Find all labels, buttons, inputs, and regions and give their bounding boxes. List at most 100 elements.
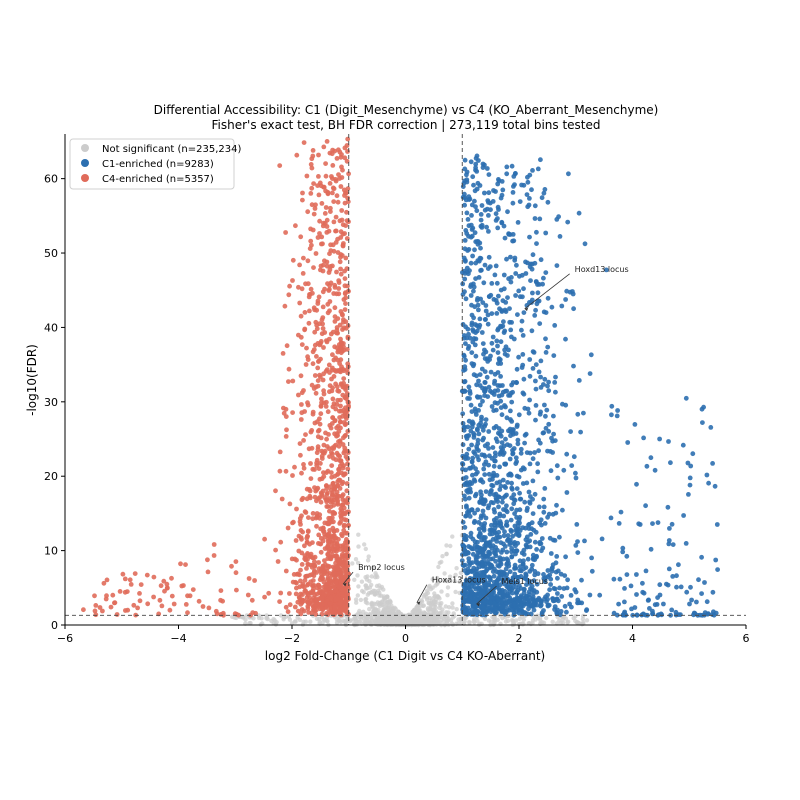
- c1-enriched-point: [467, 391, 473, 396]
- c1-enriched-point: [490, 199, 496, 204]
- not-significant-point: [371, 565, 376, 570]
- c4-enriched-point: [325, 409, 331, 415]
- c4-enriched-point: [343, 223, 349, 229]
- c1-enriched-point: [466, 384, 472, 390]
- not-significant-point: [475, 618, 480, 624]
- c4-enriched-point: [320, 304, 326, 310]
- c1-enriched-point: [501, 319, 506, 325]
- c1-enriched-point: [505, 295, 510, 300]
- c1-enriched-point: [515, 312, 520, 317]
- x-tick-label: −2: [284, 632, 300, 645]
- c1-enriched-point: [490, 347, 496, 353]
- c1-enriched-point: [481, 351, 486, 357]
- c1-enriched-point: [472, 406, 478, 412]
- c1-enriched-point: [532, 557, 538, 563]
- c1-enriched-point: [544, 407, 550, 413]
- c1-enriched-point: [543, 270, 549, 275]
- c4-enriched-point: [338, 266, 343, 272]
- c4-enriched-point: [340, 497, 346, 503]
- c4-enriched-point: [304, 345, 309, 351]
- x-tick-label: −6: [57, 632, 73, 645]
- c4-enriched-point: [327, 267, 333, 273]
- c1-enriched-point: [545, 344, 551, 350]
- c4-enriched-point: [278, 539, 284, 545]
- c1-enriched-point: [462, 178, 467, 184]
- c4-enriched-point: [331, 548, 337, 554]
- c4-enriched-point: [330, 263, 335, 269]
- c4-enriched-point: [324, 436, 329, 442]
- c1-enriched-point: [552, 607, 557, 612]
- not-significant-point: [410, 609, 415, 615]
- c4-enriched-point: [287, 591, 292, 596]
- c1-enriched-point: [618, 509, 624, 515]
- c1-enriched-point: [616, 521, 622, 526]
- c4-enriched-point: [310, 516, 316, 522]
- c4-enriched-point: [205, 569, 211, 575]
- c1-enriched-point: [625, 440, 631, 445]
- c4-enriched-point: [318, 549, 324, 555]
- c1-enriched-point: [538, 374, 543, 380]
- c4-enriched-point: [297, 516, 303, 521]
- c4-enriched-point: [328, 242, 333, 248]
- c1-enriched-point: [520, 352, 526, 357]
- c4-enriched-point: [346, 171, 351, 177]
- c1-enriched-point: [512, 255, 518, 261]
- c1-enriched-point: [498, 195, 504, 201]
- not-significant-point: [444, 618, 449, 623]
- c4-enriched-point: [345, 136, 351, 142]
- c4-enriched-point: [330, 509, 336, 515]
- c1-enriched-point: [482, 585, 488, 591]
- c1-enriched-point: [589, 555, 594, 561]
- c1-enriched-point: [491, 473, 497, 479]
- c4-enriched-point: [318, 499, 324, 505]
- c1-enriched-point: [482, 472, 488, 477]
- not-significant-point: [404, 620, 410, 625]
- c1-enriched-point: [549, 304, 555, 310]
- c4-enriched-point: [330, 455, 336, 461]
- c4-enriched-point: [304, 566, 309, 571]
- c4-enriched-point: [296, 548, 302, 554]
- c1-enriched-point: [496, 177, 501, 182]
- c1-enriched-point: [476, 258, 482, 264]
- c1-enriched-point: [569, 463, 575, 468]
- c1-enriched-point: [683, 395, 689, 401]
- c4-enriched-point: [333, 381, 338, 387]
- c1-enriched-point: [496, 575, 501, 581]
- not-significant-point: [530, 620, 535, 626]
- c1-enriched-point: [611, 576, 617, 582]
- c4-enriched-point: [318, 461, 323, 466]
- c4-enriched-point: [299, 470, 304, 476]
- c1-enriched-point: [493, 606, 499, 612]
- c1-enriched-point: [462, 389, 467, 394]
- not-significant-point: [274, 620, 279, 625]
- c4-enriched-point: [287, 283, 292, 289]
- c1-enriched-point: [470, 421, 476, 426]
- c4-enriched-point: [300, 529, 305, 535]
- c1-enriched-point: [479, 597, 485, 603]
- not-significant-point: [355, 573, 360, 578]
- c1-enriched-point: [525, 406, 531, 412]
- not-significant-point: [368, 621, 373, 627]
- c1-enriched-point: [510, 200, 516, 206]
- not-significant-point: [354, 615, 360, 621]
- c1-enriched-point: [624, 553, 630, 559]
- c1-enriched-point: [643, 503, 648, 509]
- c4-enriched-point: [337, 439, 343, 445]
- c4-enriched-point: [312, 494, 318, 500]
- c4-enriched-point: [325, 189, 331, 195]
- c1-enriched-point: [472, 188, 478, 194]
- c1-enriched-point: [508, 327, 514, 333]
- c1-enriched-point: [571, 454, 577, 460]
- not-significant-point: [444, 543, 449, 548]
- not-significant-point: [362, 542, 367, 547]
- c1-enriched-point: [657, 436, 662, 442]
- c1-enriched-point: [546, 388, 552, 394]
- c4-enriched-point: [336, 286, 342, 291]
- c1-enriched-point: [464, 265, 470, 271]
- c1-enriched-point: [498, 557, 504, 563]
- not-significant-point: [573, 614, 578, 619]
- not-significant-point: [382, 609, 388, 614]
- c1-enriched-point: [490, 483, 496, 489]
- c1-enriched-point: [512, 171, 518, 177]
- not-significant-point: [430, 577, 435, 582]
